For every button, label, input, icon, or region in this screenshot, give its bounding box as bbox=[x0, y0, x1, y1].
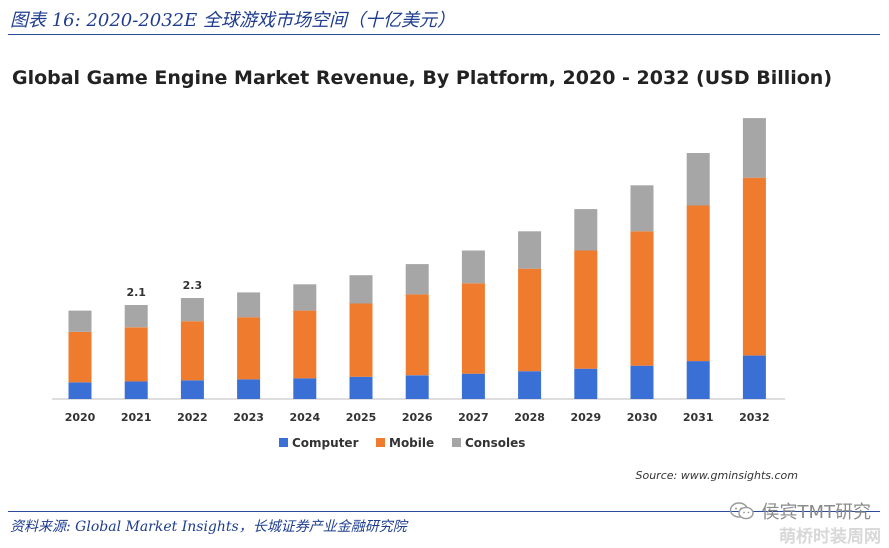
x-tick-2029: 2029 bbox=[570, 411, 601, 424]
bar-mobile-2021 bbox=[124, 327, 148, 382]
bar-computer-2025 bbox=[349, 376, 373, 399]
chart-source: Source: www.gminsights.com bbox=[635, 469, 798, 482]
bar-mobile-2022 bbox=[180, 321, 204, 381]
bar-consoles-2028 bbox=[518, 231, 542, 269]
bottom-rule bbox=[8, 511, 880, 512]
data-label-2022: 2.3 bbox=[183, 279, 203, 292]
bar-computer-2023 bbox=[237, 379, 261, 399]
bar-consoles-2021 bbox=[124, 305, 148, 328]
x-tick-2028: 2028 bbox=[514, 411, 545, 424]
x-tick-labels: 2020 2021 2022 2023 2024 2025 2026 2027 2028 2029… bbox=[65, 411, 770, 424]
bar-consoles-2024 bbox=[293, 284, 317, 311]
bar-mobile-2029 bbox=[574, 250, 598, 369]
bar-consoles-2031 bbox=[686, 153, 710, 206]
bar-consoles-2026 bbox=[405, 264, 429, 295]
bar-consoles-2029 bbox=[574, 209, 598, 251]
x-tick-2026: 2026 bbox=[402, 411, 433, 424]
x-tick-2032: 2032 bbox=[739, 411, 770, 424]
bar-mobile-2026 bbox=[405, 294, 429, 376]
legend-swatch-computer bbox=[279, 438, 288, 447]
bar-consoles-2030 bbox=[630, 185, 654, 232]
legend-label-computer: Computer bbox=[292, 436, 359, 450]
legend-swatch-consoles bbox=[452, 438, 461, 447]
bar-mobile-2023 bbox=[237, 317, 261, 380]
x-tick-2025: 2025 bbox=[346, 411, 377, 424]
bar-mobile-2027 bbox=[461, 283, 485, 374]
data-label-2021: 2.1 bbox=[126, 286, 146, 299]
bar-consoles-2032 bbox=[742, 118, 766, 178]
bar-computer-2028 bbox=[518, 371, 542, 399]
x-tick-2031: 2031 bbox=[683, 411, 714, 424]
bar-mobile-2031 bbox=[686, 205, 710, 362]
x-tick-2027: 2027 bbox=[458, 411, 489, 424]
x-tick-2030: 2030 bbox=[627, 411, 658, 424]
legend-swatch-mobile bbox=[376, 438, 385, 447]
watermark-sub: 萌桥时装周网 bbox=[779, 527, 881, 547]
bar-computer-2030 bbox=[630, 365, 654, 399]
bar-computer-2024 bbox=[293, 378, 317, 399]
x-tick-2020: 2020 bbox=[65, 411, 96, 424]
bar-mobile-2025 bbox=[349, 303, 373, 377]
top-rule bbox=[8, 34, 880, 35]
bar-computer-2022 bbox=[180, 380, 204, 399]
bar-consoles-2025 bbox=[349, 275, 373, 304]
bar-computer-2029 bbox=[574, 368, 598, 399]
bar-mobile-2024 bbox=[293, 310, 317, 379]
stacked-bar-chart: Global Game Engine Market Revenue, By Pl… bbox=[12, 67, 832, 482]
bar-mobile-2020 bbox=[68, 331, 92, 383]
bar-consoles-2020 bbox=[68, 310, 92, 332]
chart-title: Global Game Engine Market Revenue, By Pl… bbox=[12, 67, 832, 89]
watermark: 侯宾TMT研究 bbox=[729, 498, 871, 524]
bar-consoles-2023 bbox=[237, 292, 261, 318]
bar-computer-2026 bbox=[405, 375, 429, 399]
x-tick-2021: 2021 bbox=[121, 411, 152, 424]
wechat-icon bbox=[730, 502, 755, 520]
x-tick-2023: 2023 bbox=[233, 411, 264, 424]
bar-computer-2021 bbox=[124, 381, 148, 399]
figure-title: 图表 16: 2020-2032E 全球游戏市场空间（十亿美元） bbox=[10, 10, 455, 31]
data-labels: 2.1 2.3 bbox=[126, 279, 202, 299]
bar-consoles-2022 bbox=[180, 298, 204, 322]
bar-mobile-2032 bbox=[742, 177, 766, 356]
bar-mobile-2030 bbox=[630, 231, 654, 366]
bar-computer-2032 bbox=[742, 355, 766, 399]
x-tick-2022: 2022 bbox=[177, 411, 208, 424]
legend-label-consoles: Consoles bbox=[465, 436, 525, 450]
bar-consoles-2027 bbox=[461, 250, 485, 284]
legend: Computer Mobile Consoles bbox=[279, 436, 525, 450]
bar-computer-2020 bbox=[68, 382, 92, 399]
bars-group bbox=[68, 118, 766, 399]
x-tick-2024: 2024 bbox=[289, 411, 320, 424]
legend-label-mobile: Mobile bbox=[389, 436, 434, 450]
source-footer: 资料来源: Global Market Insights，长城证券产业金融研究院 bbox=[10, 519, 407, 535]
bar-computer-2027 bbox=[461, 373, 485, 399]
bar-computer-2031 bbox=[686, 361, 710, 399]
watermark-name: 侯宾TMT研究 bbox=[761, 502, 871, 523]
bar-mobile-2028 bbox=[518, 268, 542, 372]
